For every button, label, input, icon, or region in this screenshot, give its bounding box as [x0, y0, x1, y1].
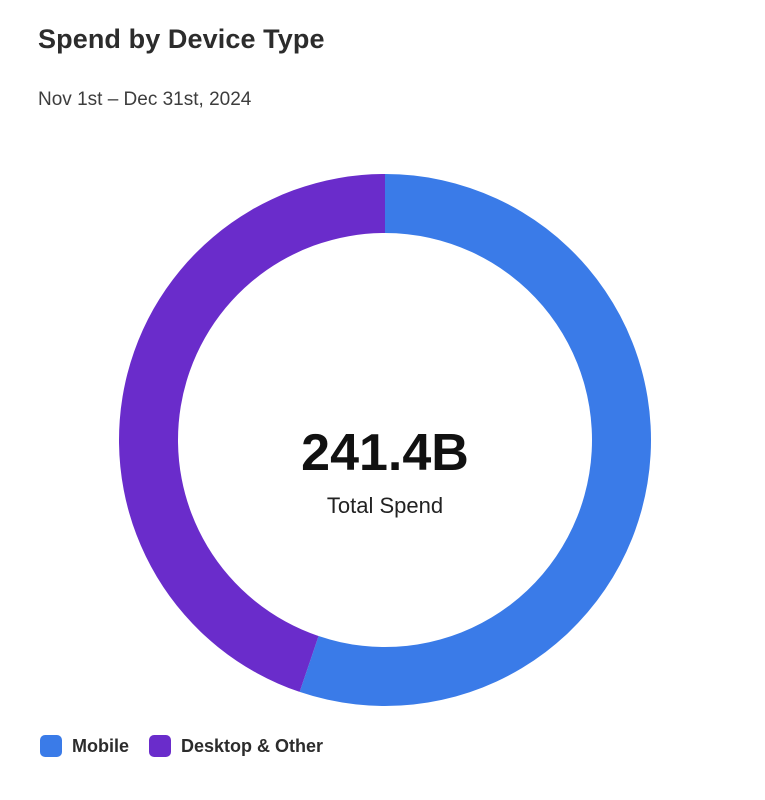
legend-swatch: [149, 735, 171, 757]
date-range: Nov 1st – Dec 31st, 2024: [38, 89, 252, 110]
legend-label: Mobile: [72, 735, 129, 756]
legend-swatch: [40, 735, 62, 757]
legend-label: Desktop & Other: [181, 735, 324, 756]
chart-title: Spend by Device Type: [38, 24, 325, 54]
donut-slice-mobile[interactable]: [299, 174, 651, 706]
legend-item-desktop-other[interactable]: Desktop & Other: [149, 735, 323, 757]
total-spend-value: 241.4B: [301, 424, 469, 482]
chart-legend: Mobile Desktop & Other: [40, 735, 343, 757]
total-spend-label: Total Spend: [327, 493, 443, 518]
donut-slice-desktop-other[interactable]: [118, 174, 385, 692]
legend-item-mobile[interactable]: Mobile: [40, 735, 129, 757]
donut-slices: [118, 174, 651, 706]
